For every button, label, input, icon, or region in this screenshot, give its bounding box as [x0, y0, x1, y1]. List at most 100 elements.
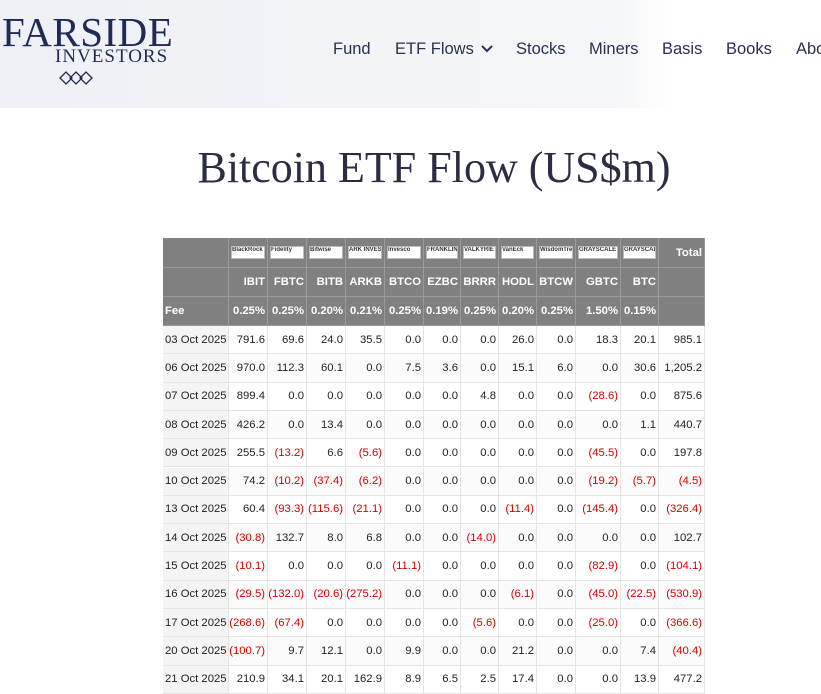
flow-value: 0.0 — [537, 467, 576, 496]
header-cell — [659, 297, 705, 326]
nav-item[interactable]: ETF Flows — [395, 40, 474, 58]
flow-value: 0.0 — [621, 609, 659, 638]
flow-value: 0.0 — [499, 410, 537, 440]
fee: 1.50% — [576, 297, 621, 326]
flow-value: 0.0 — [424, 495, 461, 525]
nav-item[interactable]: Abo — [796, 40, 821, 58]
flow-value: 0.0 — [346, 637, 385, 666]
flow-value: (10.1) — [229, 552, 268, 581]
flow-value: (29.5) — [229, 580, 268, 609]
flow-value: 0.0 — [576, 637, 621, 666]
flow-value: 791.6 — [229, 326, 268, 355]
dropdown-chevron[interactable] — [481, 44, 493, 54]
flow-value: 899.4 — [229, 382, 268, 411]
flow-value: (145.4) — [576, 495, 621, 525]
flow-value: 20.1 — [621, 326, 659, 355]
fee: 0.19% — [424, 297, 461, 326]
ticker: IBIT — [229, 268, 268, 297]
flow-value: 3.6 — [424, 354, 461, 383]
flow-value: (366.6) — [659, 609, 705, 638]
date: 06 Oct 2025 — [163, 354, 229, 383]
issuer-logo: Invesco — [387, 246, 421, 259]
flow-value: (4.5) — [659, 467, 705, 496]
nav-item[interactable]: Stocks — [516, 40, 566, 58]
flow-value: 255.5 — [229, 439, 268, 468]
flow-value: 0.0 — [385, 410, 424, 440]
flow-value: 0.0 — [621, 524, 659, 553]
flow-value: 1,205.2 — [659, 354, 705, 383]
flow-value: 0.0 — [576, 410, 621, 440]
date: 21 Oct 2025 — [163, 665, 229, 694]
logo-cell: GRAYSCALE — [576, 238, 621, 268]
flow-value: 0.0 — [537, 637, 576, 666]
flow-value: 0.0 — [461, 580, 499, 609]
flow-value: (45.5) — [576, 439, 621, 468]
date: 09 Oct 2025 — [163, 439, 229, 468]
flow-value: (28.6) — [576, 382, 621, 411]
nav-item[interactable]: Fund — [333, 40, 371, 58]
nav-item[interactable]: Books — [726, 40, 772, 58]
flow-value: 26.0 — [499, 326, 537, 355]
date: 14 Oct 2025 — [163, 524, 229, 553]
issuer-logo: Fidelity — [270, 246, 304, 259]
date: 10 Oct 2025 — [163, 467, 229, 496]
flow-value: (25.0) — [576, 609, 621, 638]
flow-value: 0.0 — [346, 552, 385, 581]
flow-value: 13.9 — [621, 665, 659, 694]
flow-value: (5.6) — [346, 439, 385, 468]
flow-value: (10.2) — [268, 467, 307, 496]
nav-item[interactable]: Miners — [589, 40, 639, 58]
flow-value: 0.0 — [385, 495, 424, 525]
nav-item[interactable]: Basis — [662, 40, 703, 58]
flow-value: 875.6 — [659, 382, 705, 411]
fee: 0.25% — [461, 297, 499, 326]
date: 03 Oct 2025 — [163, 326, 229, 355]
flow-value: 0.0 — [424, 637, 461, 666]
flow-value: 34.1 — [268, 665, 307, 694]
flow-value: 8.9 — [385, 665, 424, 694]
ticker: BTCW — [537, 268, 576, 297]
flow-value: (530.9) — [659, 580, 705, 609]
flow-value: 13.4 — [307, 410, 346, 440]
flow-value: 60.4 — [229, 495, 268, 525]
flow-value: 30.6 — [621, 354, 659, 383]
flow-value: 0.0 — [537, 439, 576, 468]
flow-value: 0.0 — [621, 495, 659, 525]
flow-value: 0.0 — [537, 524, 576, 553]
total-header: Total — [659, 238, 705, 268]
date: 16 Oct 2025 — [163, 580, 229, 609]
date: 07 Oct 2025 — [163, 382, 229, 411]
flow-value: 17.4 — [499, 665, 537, 694]
fee: 0.25% — [268, 297, 307, 326]
flow-value: 0.0 — [424, 410, 461, 440]
flow-value: 0.0 — [576, 665, 621, 694]
date: 08 Oct 2025 — [163, 410, 229, 440]
fee: 0.15% — [621, 297, 659, 326]
logo-sub[interactable]: INVESTORS — [55, 46, 169, 67]
ticker: BITB — [307, 268, 346, 297]
flow-value: (19.2) — [576, 467, 621, 496]
flow-value: 0.0 — [385, 524, 424, 553]
flow-value: 35.5 — [346, 326, 385, 355]
ticker: BTC — [621, 268, 659, 297]
flow-value: 0.0 — [576, 524, 621, 553]
flow-value: (93.3) — [268, 495, 307, 525]
issuer-logo: WisdomTree — [539, 246, 573, 259]
flow-value: 426.2 — [229, 410, 268, 440]
flow-value: 0.0 — [621, 552, 659, 581]
flow-value: 15.1 — [499, 354, 537, 383]
flow-value: 0.0 — [424, 580, 461, 609]
logo-name[interactable]: FARSIDE — [2, 9, 174, 55]
flow-value: 0.0 — [424, 467, 461, 496]
date: 20 Oct 2025 — [163, 637, 229, 666]
flow-value: 0.0 — [461, 439, 499, 468]
flow-value: 0.0 — [499, 524, 537, 553]
ticker: HODL — [499, 268, 537, 297]
flow-value: 0.0 — [424, 552, 461, 581]
flow-value: 0.0 — [424, 609, 461, 638]
flow-value: 0.0 — [385, 580, 424, 609]
flow-value: 0.0 — [461, 495, 499, 525]
flow-value: 0.0 — [461, 410, 499, 440]
date: 13 Oct 2025 — [163, 495, 229, 525]
flow-value: 0.0 — [621, 382, 659, 411]
